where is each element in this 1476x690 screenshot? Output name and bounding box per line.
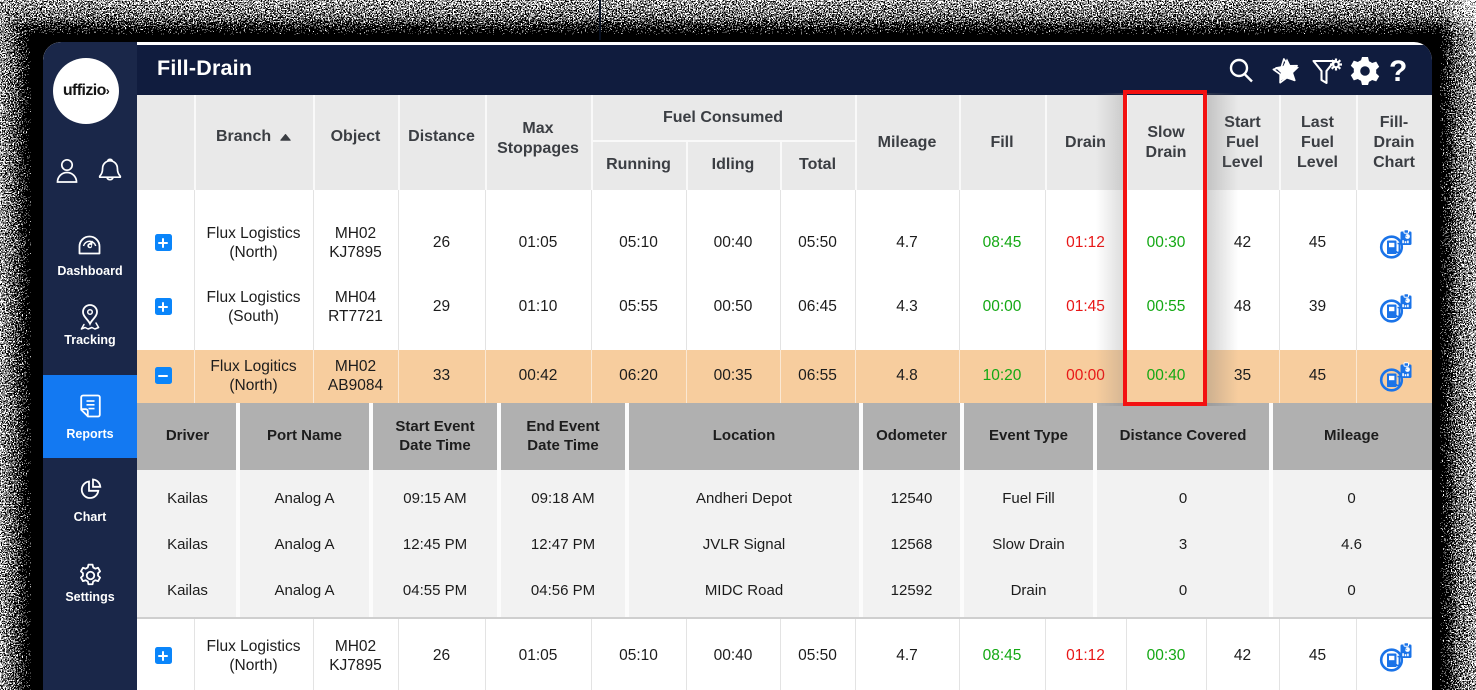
svg-text:?: ? bbox=[1389, 55, 1407, 87]
